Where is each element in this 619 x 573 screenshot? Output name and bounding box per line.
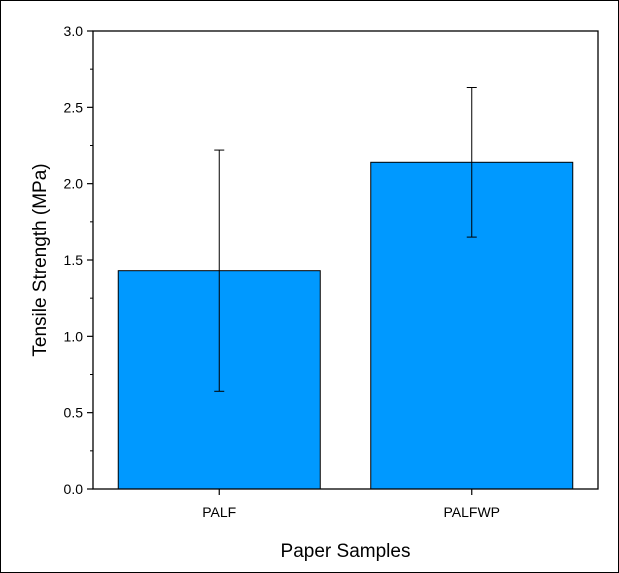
x-axis: PALF PALFWP bbox=[202, 489, 500, 520]
error-bars-layer bbox=[214, 86, 477, 392]
x-tick-label-palf: PALF bbox=[202, 504, 236, 520]
y-tick-label: 2.5 bbox=[64, 99, 84, 115]
y-tick-label: 3.0 bbox=[64, 23, 84, 39]
x-tick-label-palfwp: PALFWP bbox=[443, 504, 500, 520]
y-tick-label: 1.5 bbox=[64, 252, 84, 268]
x-axis-title: Paper Samples bbox=[281, 541, 411, 562]
y-tick-label: 0.0 bbox=[64, 481, 84, 497]
y-tick-label: 0.5 bbox=[64, 405, 84, 421]
y-tick-label: 1.0 bbox=[64, 328, 84, 344]
y-axis: 0.0 0.5 1.0 1.5 2.0 2.5 3.0 bbox=[64, 23, 93, 497]
y-axis-title: Tensile Strength (MPa) bbox=[30, 163, 51, 356]
y-tick-label: 2.0 bbox=[64, 176, 84, 192]
